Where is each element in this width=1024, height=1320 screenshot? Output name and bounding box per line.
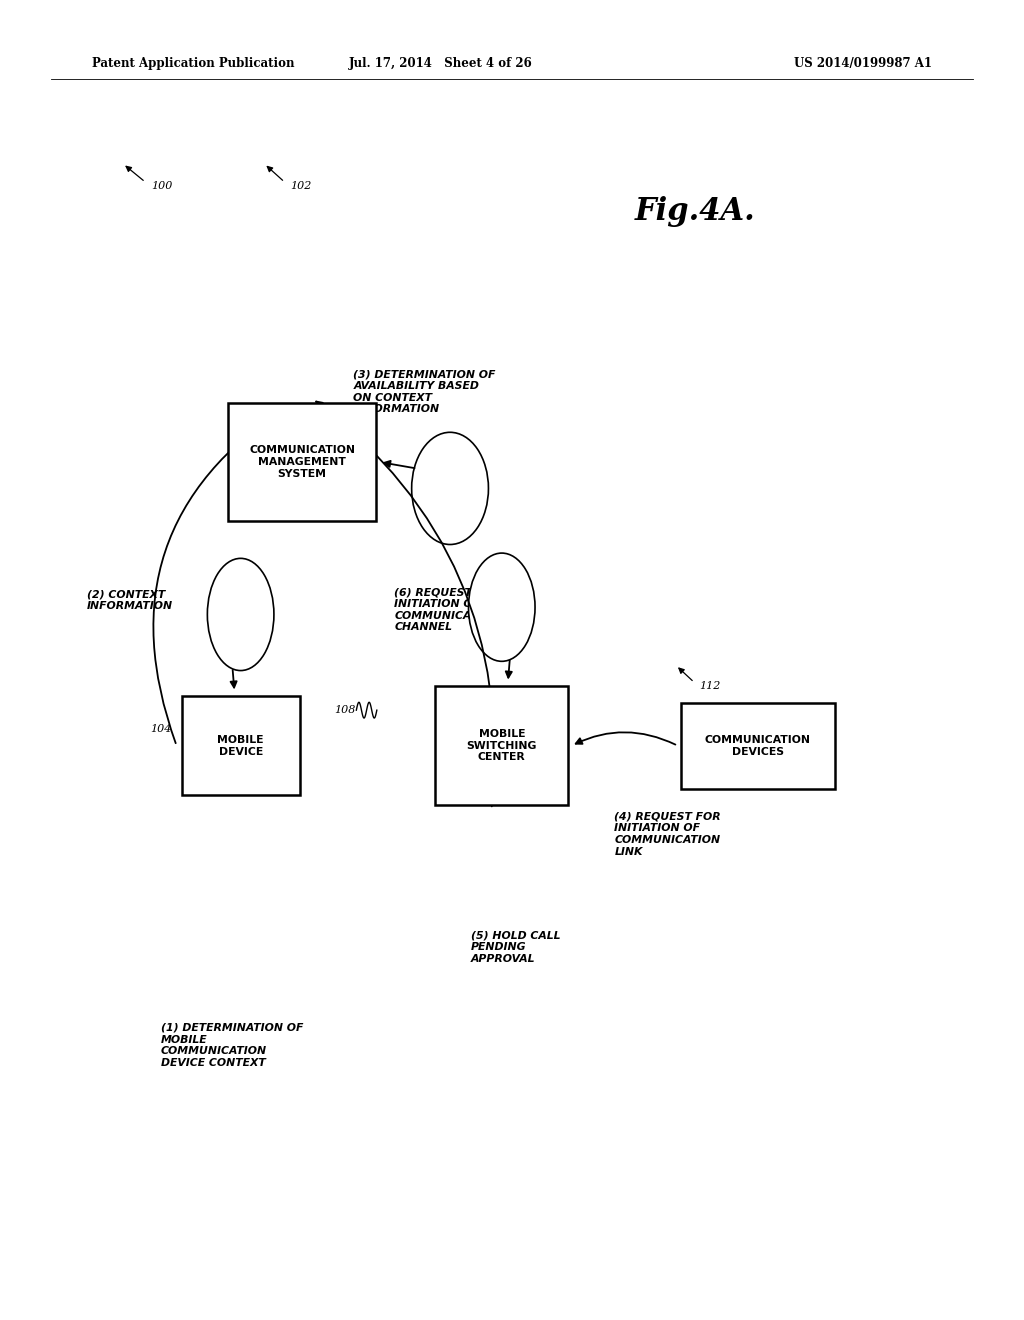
Text: (3) DETERMINATION OF
AVAILABILITY BASED
ON CONTEXT
INFORMATION: (3) DETERMINATION OF AVAILABILITY BASED …: [353, 370, 496, 414]
FancyBboxPatch shape: [182, 697, 299, 795]
Text: (2) CONTEXT
INFORMATION: (2) CONTEXT INFORMATION: [87, 590, 173, 611]
Text: Patent Application Publication: Patent Application Publication: [92, 57, 295, 70]
Text: US 2014/0199987 A1: US 2014/0199987 A1: [794, 57, 932, 70]
Text: 102: 102: [290, 181, 311, 191]
Text: 112: 112: [699, 681, 721, 692]
Text: Jul. 17, 2014   Sheet 4 of 26: Jul. 17, 2014 Sheet 4 of 26: [348, 57, 532, 70]
Ellipse shape: [469, 553, 535, 661]
Text: 108: 108: [334, 705, 355, 715]
Ellipse shape: [412, 433, 488, 544]
Text: (5) HOLD CALL
PENDING
APPROVAL: (5) HOLD CALL PENDING APPROVAL: [471, 931, 560, 964]
Text: MOBILE
SWITCHING
CENTER: MOBILE SWITCHING CENTER: [467, 729, 537, 763]
Text: MOBILE
DEVICE: MOBILE DEVICE: [217, 735, 264, 756]
FancyBboxPatch shape: [227, 403, 376, 521]
Ellipse shape: [207, 558, 273, 671]
Text: (4) REQUEST FOR
INITIATION OF
COMMUNICATION
LINK: (4) REQUEST FOR INITIATION OF COMMUNICAT…: [614, 812, 721, 857]
Text: 100: 100: [152, 181, 173, 191]
Text: COMMUNICATION
MANAGEMENT
SYSTEM: COMMUNICATION MANAGEMENT SYSTEM: [249, 445, 355, 479]
Text: 104: 104: [151, 723, 172, 734]
FancyBboxPatch shape: [435, 686, 568, 805]
Text: COMMUNICATION
DEVICES: COMMUNICATION DEVICES: [705, 735, 811, 756]
Text: Fig.4A.: Fig.4A.: [635, 195, 756, 227]
FancyBboxPatch shape: [681, 704, 835, 789]
Text: (6) REQUEST FOR
INITIATION OF
COMMUNICATION
CHANNEL: (6) REQUEST FOR INITIATION OF COMMUNICAT…: [394, 587, 501, 632]
Text: (1) DETERMINATION OF
MOBILE
COMMUNICATION
DEVICE CONTEXT: (1) DETERMINATION OF MOBILE COMMUNICATIO…: [161, 1023, 303, 1068]
